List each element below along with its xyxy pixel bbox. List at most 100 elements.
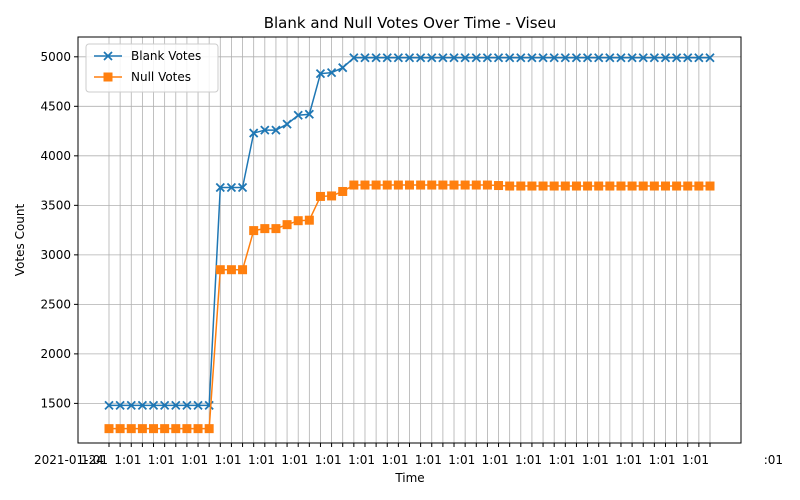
x-tick-label: 1:01 — [181, 453, 208, 467]
data-point — [315, 191, 325, 201]
data-point — [672, 181, 682, 191]
series-blank-votes — [104, 53, 715, 411]
data-point — [148, 400, 159, 411]
y-tick-label: 4000 — [40, 149, 71, 163]
x-tick-label: 1:01 — [682, 453, 709, 467]
data-point — [538, 53, 548, 63]
data-point — [215, 182, 225, 193]
data-point — [137, 400, 148, 411]
y-axis-label: Votes Count — [13, 204, 27, 277]
data-point — [293, 110, 303, 120]
x-tick-label: 1:01 — [215, 453, 242, 467]
data-point — [282, 220, 292, 230]
data-point — [649, 53, 659, 63]
data-point — [293, 216, 303, 226]
data-point — [594, 181, 604, 191]
data-point — [538, 181, 548, 191]
x-axis-label: Time — [394, 471, 424, 485]
data-point — [605, 53, 615, 63]
x-tick-label: 1:01 — [348, 453, 375, 467]
x-tick-label: 1:01 — [582, 453, 609, 467]
data-point — [126, 400, 136, 411]
data-point — [660, 53, 671, 63]
series-null-votes — [104, 180, 715, 434]
y-tick-label: 2500 — [40, 297, 71, 311]
data-point — [182, 424, 192, 434]
data-point — [338, 63, 348, 73]
x-tick-label: 1:01 — [415, 453, 442, 467]
data-point — [493, 53, 504, 63]
data-point — [705, 53, 715, 63]
x-tick-label: 1:01 — [382, 453, 409, 467]
data-point — [115, 400, 125, 411]
y-tick-label: 1500 — [40, 396, 71, 410]
data-point — [271, 224, 281, 234]
y-tick-label: 2000 — [40, 347, 71, 361]
data-point — [594, 53, 604, 63]
legend-marker — [103, 51, 113, 61]
legend-marker-blank — [103, 51, 113, 61]
legend-label-blank: Blank Votes — [131, 49, 201, 63]
data-point — [182, 400, 192, 411]
data-point — [694, 181, 704, 191]
data-point — [505, 181, 515, 191]
data-point — [382, 53, 392, 63]
data-point — [371, 53, 381, 63]
data-point — [171, 400, 181, 411]
data-point — [571, 181, 581, 191]
data-point — [404, 53, 415, 63]
data-point — [582, 53, 593, 63]
x-tick-label: 1:01 — [114, 453, 141, 467]
chart-title: Blank and Null Votes Over Time - Viseu — [264, 14, 557, 32]
data-point — [471, 53, 481, 63]
data-point — [583, 181, 593, 191]
legend: Blank Votes Null Votes — [85, 43, 219, 93]
data-point — [627, 181, 637, 191]
data-point — [471, 180, 481, 190]
data-point — [649, 181, 659, 191]
legend-label-null: Null Votes — [131, 70, 191, 84]
x-tick-label: 1:01 — [615, 453, 642, 467]
data-point — [427, 53, 437, 63]
data-point — [438, 53, 448, 63]
data-point — [416, 180, 426, 190]
data-point — [338, 186, 348, 196]
data-point — [326, 68, 337, 78]
x-tick-label-last: :01 — [764, 453, 783, 467]
data-point — [204, 400, 214, 411]
data-point — [516, 181, 526, 191]
data-point — [160, 424, 170, 434]
data-point — [349, 53, 359, 63]
data-point — [705, 181, 715, 191]
data-point — [393, 53, 404, 63]
x-tick-label: 1:01 — [248, 453, 275, 467]
data-point — [271, 125, 281, 135]
data-point — [237, 182, 248, 193]
data-point — [226, 182, 237, 193]
data-point — [660, 181, 670, 191]
data-point — [193, 400, 203, 411]
data-point — [327, 191, 337, 201]
data-point — [482, 180, 492, 190]
data-point — [671, 53, 682, 63]
data-point — [527, 53, 537, 63]
data-point — [304, 109, 314, 119]
data-point — [605, 181, 615, 191]
data-point — [160, 400, 170, 411]
data-point — [304, 215, 314, 225]
data-point — [282, 119, 292, 129]
y-tick-label: 3500 — [40, 198, 71, 212]
data-point — [415, 53, 426, 63]
data-point — [249, 226, 259, 236]
data-point — [260, 125, 270, 135]
data-point — [549, 53, 559, 63]
data-point — [505, 53, 515, 63]
data-point — [115, 424, 125, 434]
data-point — [460, 53, 470, 63]
data-point — [193, 424, 203, 434]
legend-marker-null — [103, 72, 113, 82]
x-tick-label: 1:01 — [548, 453, 575, 467]
data-point — [549, 181, 559, 191]
data-point — [449, 180, 459, 190]
